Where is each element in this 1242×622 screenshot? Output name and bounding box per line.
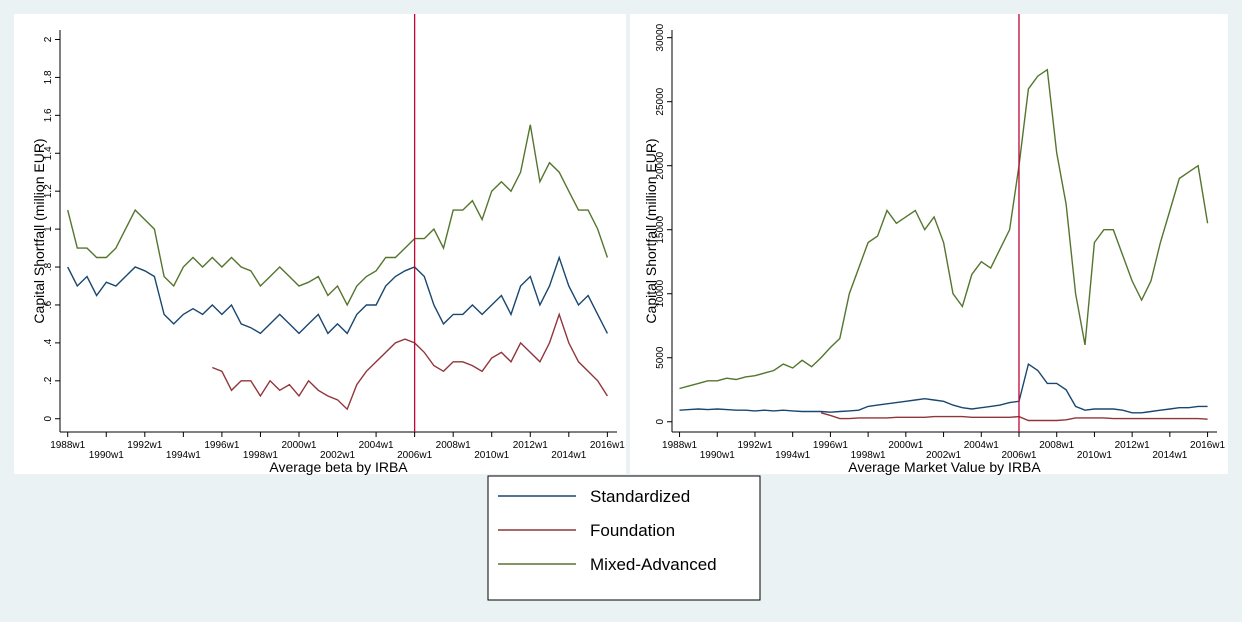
x-tick-label: 2006w1 [1001,450,1036,461]
y-tick-label: 2 [43,36,54,42]
y-tick-label: 0 [655,419,666,425]
panel [630,14,1228,474]
x-tick-label: 2002w1 [926,450,961,461]
y-tick-label: .8 [43,262,54,271]
x-tick-label: 1990w1 [89,450,124,461]
y-tick-label: 30000 [655,23,666,51]
x-tick-label: 2000w1 [281,440,316,451]
x-tick-label: 2008w1 [1039,440,1074,451]
x-tick-label: 2016w1 [590,440,625,451]
y-tick-label: .2 [43,376,54,385]
legend-label: Standardized [590,487,690,506]
x-tick-label: 2010w1 [474,450,509,461]
x-tick-label: 2012w1 [1115,440,1150,451]
x-tick-label: 1988w1 [50,440,85,451]
y-tick-label: 1.6 [43,108,54,122]
x-tick-label: 2000w1 [888,440,923,451]
y-tick-label: 1 [43,226,54,232]
y-tick-label: 15000 [655,215,666,243]
x-tick-label: 2002w1 [320,450,355,461]
x-tick-label: 2010w1 [1077,450,1112,461]
y-tick-label: .4 [43,338,54,347]
x-tick-label: 2012w1 [513,440,548,451]
x-tick-label: 1996w1 [813,440,848,451]
x-tick-label: 1992w1 [127,440,162,451]
x-axis-title: Average beta by IRBA [269,459,408,475]
y-tick-label: .6 [43,300,54,309]
x-tick-label: 2006w1 [397,450,432,461]
y-tick-label: 10000 [655,279,666,307]
series-line [820,412,1208,422]
x-tick-label: 1996w1 [204,440,239,451]
y-tick-label: 20000 [655,151,666,179]
x-tick-label: 2004w1 [964,440,999,451]
series-line [67,124,609,307]
y-tick-label: 1.8 [43,70,54,84]
series-line [679,68,1209,390]
x-tick-label: 1998w1 [851,450,886,461]
y-tick-label: 1.2 [43,184,54,198]
y-axis-title: Capital Shortfall (million EUR) [643,138,659,323]
panel [14,14,626,474]
x-tick-label: 1988w1 [662,440,697,451]
series-line [67,255,609,335]
y-tick-label: 1.4 [43,146,54,160]
x-tick-label: 2016w1 [1190,440,1225,451]
y-tick-label: 0 [43,416,54,422]
y-tick-label: 5000 [655,346,666,369]
x-tick-label: 2014w1 [551,450,586,461]
series-line [212,312,608,411]
legend-label: Foundation [590,521,675,540]
x-tick-label: 1990w1 [700,450,735,461]
x-tick-label: 1992w1 [737,440,772,451]
x-tick-label: 2014w1 [1152,450,1187,461]
x-tick-label: 2004w1 [359,440,394,451]
y-tick-label: 25000 [655,87,666,115]
y-axis-title: Capital Shortfall (million EUR) [31,138,47,323]
x-tick-label: 1994w1 [775,450,810,461]
legend-label: Mixed-Advanced [590,555,717,574]
series-line [679,362,1208,414]
x-tick-label: 1998w1 [243,450,278,461]
x-tick-label: 1994w1 [166,450,201,461]
x-axis-title: Average Market Value by IRBA [848,459,1041,475]
x-tick-label: 2008w1 [436,440,471,451]
